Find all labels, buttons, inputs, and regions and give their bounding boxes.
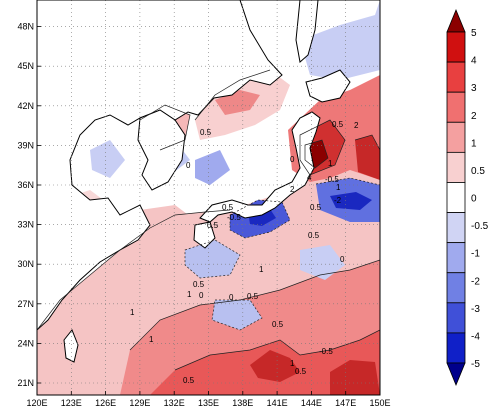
colorbar-label: -3: [471, 304, 480, 315]
contour-label: 1: [259, 265, 264, 274]
contour-label: 2: [290, 185, 295, 194]
contour-label: 0.5: [295, 367, 307, 376]
contour-label: 0.5: [207, 221, 219, 230]
lon-tick-label: 126E: [95, 398, 116, 408]
contour-label: 0.5: [308, 231, 320, 240]
contour-label: -0.5: [325, 175, 339, 184]
colorbar-label: -4: [471, 331, 480, 342]
colorbar-segment: [446, 242, 466, 274]
contour-labels: 0.5 0 0.5 0.5 0 1 4 -0.5 2 0.5 1 -2 -0.5…: [130, 120, 359, 385]
lon-tick-label: 132E: [164, 398, 185, 408]
contour-label: 0.5: [183, 376, 195, 385]
sakhalin: [295, 0, 319, 63]
lon-tick-label: 120E: [26, 398, 47, 408]
colorbar-segment: [446, 182, 466, 213]
colorbar-segment: [446, 212, 466, 244]
lat-tick-label: 42N: [17, 101, 34, 111]
lon-tick-label: 135E: [198, 398, 219, 408]
colorbar: 5 4 3 2 1 0.5 0 -0.5 -1 -2 -3 -4 -5: [446, 8, 489, 387]
contour-label: 1: [130, 308, 135, 317]
colorbar-max-triangle: [446, 8, 466, 33]
colorbar-label: -0.5: [471, 221, 489, 232]
colorbar-label: 4: [471, 56, 477, 67]
colorbar-label: 3: [471, 83, 477, 94]
lon-tick-label: 129E: [129, 398, 150, 408]
contour-label: 1: [187, 290, 192, 299]
colorbar-label: 0.5: [471, 166, 485, 177]
colorbar-min-triangle: [446, 362, 466, 387]
colorbar-segment: [446, 91, 466, 123]
contour-label: -0.5: [319, 347, 333, 356]
contour-label: 1: [290, 359, 295, 368]
contour-label: 0: [340, 255, 345, 264]
colorbar-label: 1: [471, 138, 477, 149]
colorbar-segment: [446, 302, 466, 334]
colorbar-label: 0: [471, 194, 477, 205]
contour-label: 0: [229, 293, 234, 302]
anomaly-field: [37, 0, 380, 395]
taiwan: [63, 329, 79, 363]
lon-tick-label: 144E: [301, 398, 322, 408]
contour-label: 0: [290, 155, 295, 164]
contour-label: 1: [328, 159, 333, 168]
asian-continent: [37, 0, 283, 331]
colorbar-label: 2: [471, 111, 477, 122]
lat-tick-label: 33N: [17, 220, 34, 230]
colorbar-label: 5: [471, 28, 477, 39]
lat-tick-label: 45N: [17, 61, 34, 71]
colorbar-segment: [446, 61, 466, 93]
lat-tick-label: 48N: [17, 22, 34, 32]
map-plot-area: 0.5 0 0.5 0.5 0 1 4 -0.5 2 0.5 1 -2 -0.5…: [37, 0, 380, 395]
contour-label: 0.5: [200, 128, 212, 137]
colorbar-labels: 5 4 3 2 1 0.5 0 -0.5 -1 -2 -3 -4 -5: [471, 28, 489, 370]
contour-label: 0.5: [310, 203, 322, 212]
lat-tick-label: 30N: [17, 259, 34, 269]
land-masses: [37, 0, 351, 363]
lon-tick-label: 150E: [369, 398, 390, 408]
contour-label: -0.5: [227, 213, 241, 222]
contour-label: 0.5: [193, 280, 205, 289]
lat-tick-label: 36N: [17, 180, 34, 190]
contour-label: 4: [307, 173, 312, 182]
colorbar-segment: [446, 332, 466, 364]
lat-tick-label: 24N: [17, 338, 34, 348]
lon-tick-label: 123E: [61, 398, 82, 408]
colorbar-segment: [446, 151, 466, 183]
contour-label: 0.5: [222, 203, 234, 212]
colorbar-segment: [446, 31, 466, 63]
colorbar-label: -1: [471, 249, 480, 260]
japan-kyushu: [193, 221, 216, 249]
colorbar-label: -5: [471, 359, 480, 370]
contour-label: 2: [354, 121, 359, 130]
contour-label: -2: [334, 196, 342, 205]
contour-lines: [37, 69, 380, 371]
contour-label: 1: [149, 335, 154, 344]
contour-label: 0: [199, 291, 204, 300]
lat-tick-label: 39N: [17, 140, 34, 150]
lat-tick-label: 21N: [17, 378, 34, 388]
contour-label: 0.5: [247, 292, 259, 301]
contour-label: 1: [336, 183, 341, 192]
lon-tick-label: 138E: [232, 398, 253, 408]
japan-hokkaido: [305, 69, 351, 103]
contour-label: 0.5: [332, 120, 344, 129]
axis-ticks: [36, 26, 381, 395]
lon-tick-label: 141E: [267, 398, 288, 408]
colorbar-label: -2: [471, 276, 480, 287]
lon-tick-label: 147E: [335, 398, 356, 408]
lat-tick-label: 27N: [17, 299, 34, 309]
colorbar-segment: [446, 121, 466, 153]
colorbar-segment: [446, 272, 466, 304]
colorbar-segments: [446, 8, 466, 387]
axis-labels: 120E 123E 126E 129E 132E 135E 138E 141E 144E 147E…: [17, 22, 390, 408]
korean-peninsula: [137, 109, 186, 191]
contour-label: 0.5: [272, 320, 284, 329]
contour-label: 0: [186, 161, 191, 170]
